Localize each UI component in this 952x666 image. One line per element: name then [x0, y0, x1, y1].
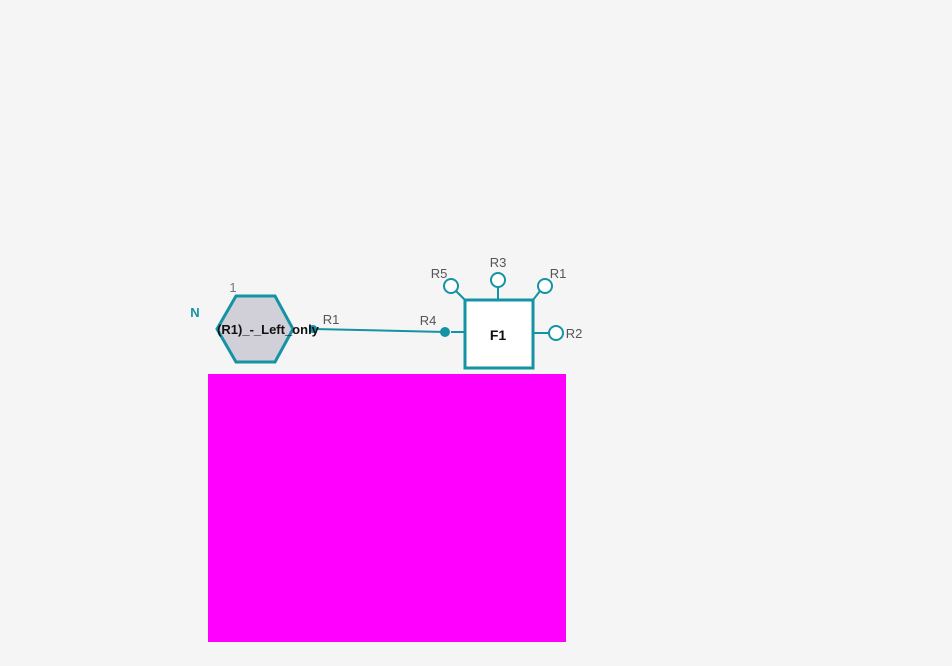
fragment-r3-point[interactable] — [490, 272, 506, 288]
monomer-index-label: 1 — [229, 280, 236, 295]
monomer-attachment-point[interactable] — [309, 325, 317, 333]
monomer-label: (R1)_-_Left_only — [217, 322, 320, 337]
fragment-label: F1 — [490, 327, 507, 343]
fragment-r1-point[interactable] — [537, 278, 553, 294]
fragment-r5-point[interactable] — [443, 278, 459, 294]
fragment-r5-stem — [455, 290, 466, 301]
fragment-r2-label: R2 — [566, 326, 583, 341]
fragment-r4-label: R4 — [420, 313, 437, 328]
fragment-r5-label: R5 — [431, 266, 448, 281]
fragment-r2-point[interactable] — [548, 325, 564, 341]
fragment-r3-label: R3 — [490, 255, 507, 270]
fragment-r1-stem — [532, 290, 541, 301]
monomer-hexagon[interactable] — [215, 294, 295, 364]
bond-line[interactable] — [313, 328, 446, 333]
highlight-block — [208, 374, 566, 642]
monomer-attachment-label: R1 — [323, 312, 340, 327]
polymer-repeat-label: N — [190, 305, 199, 320]
fragment-r1-label: R1 — [550, 266, 567, 281]
fragment-r4-point[interactable] — [440, 327, 450, 337]
